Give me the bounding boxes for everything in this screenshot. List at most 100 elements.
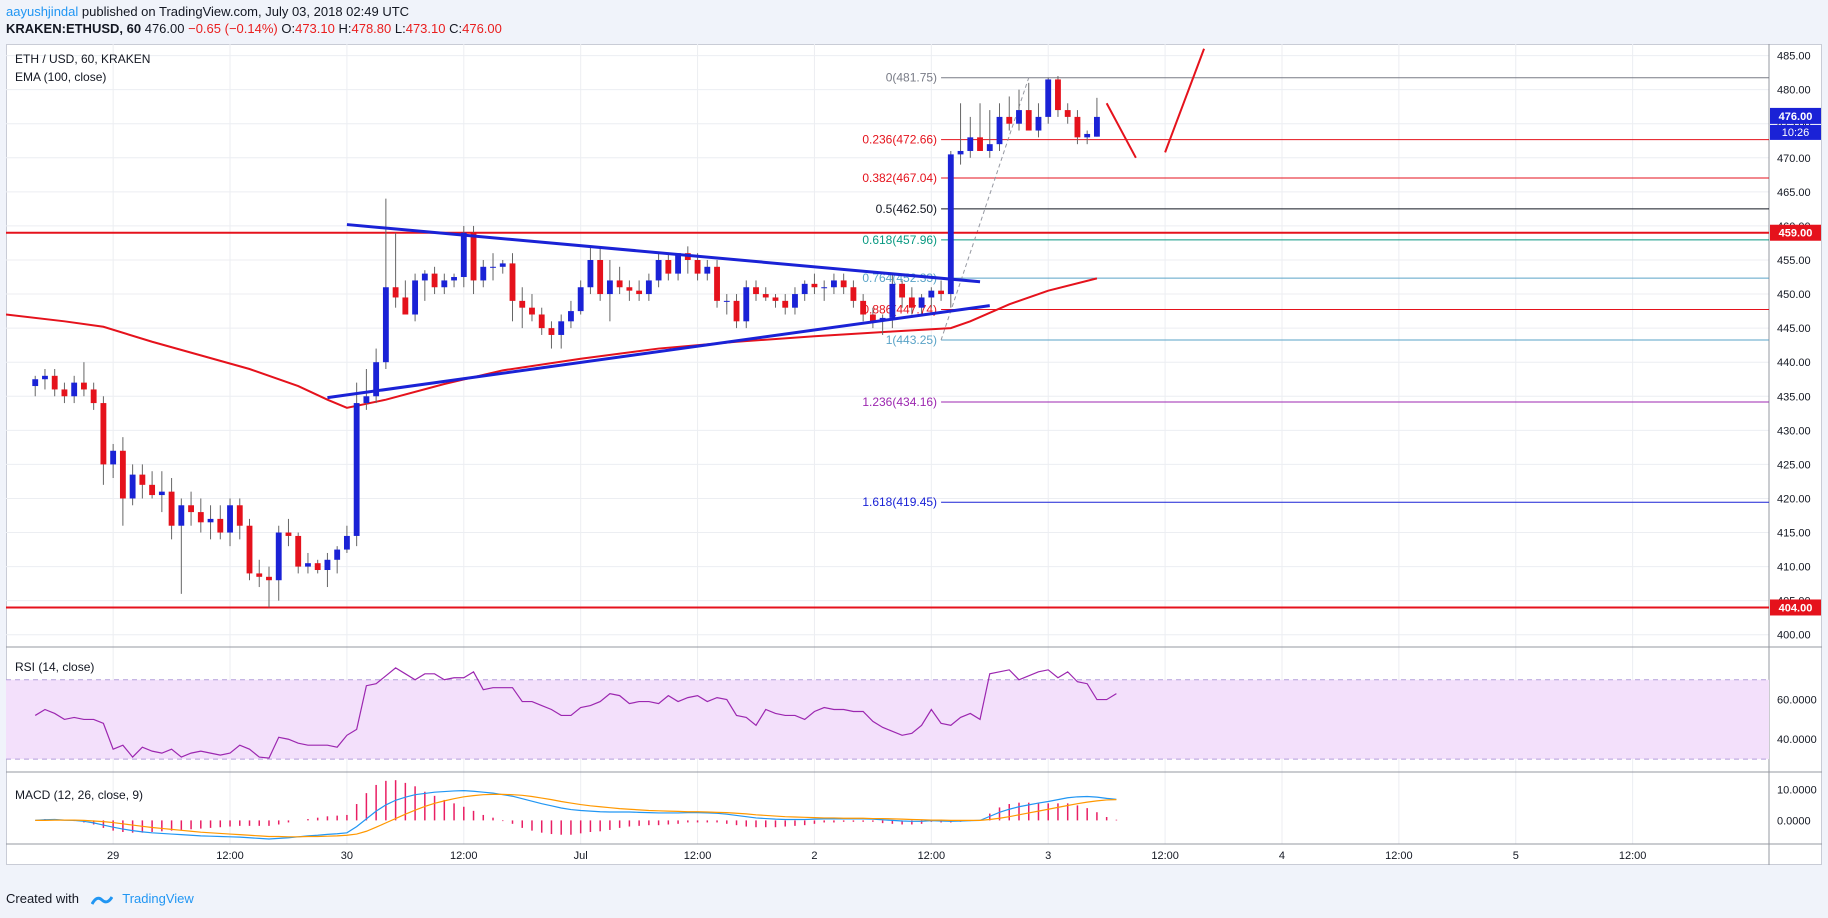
candle-body [1084,133,1091,138]
candle-body [441,280,448,288]
candle-body [577,287,584,312]
level-price-badge [1770,224,1821,241]
candle-body [285,532,292,536]
candle-body [1093,116,1100,137]
candle-body [753,287,759,295]
fib-level-label: 1(443.25) [886,333,937,347]
interval: 60 [126,21,142,36]
trendline [346,223,981,284]
candle-body [266,576,272,581]
projection-line [1105,102,1137,159]
candle-body [51,375,58,390]
time-tick-label: 29 [107,850,119,862]
level-price-label: 404.00 [1779,602,1813,614]
price-tick-label: 455.00 [1777,255,1811,267]
chart-svg[interactable]: 485.00480.00475.00470.00465.00460.00455.… [6,44,1822,865]
candle-body [129,474,136,499]
candle-body [762,294,769,298]
price-tick-label: 425.00 [1777,459,1811,471]
candle-body [509,263,516,301]
candle-body [538,314,545,329]
candle-body [733,300,740,322]
candle-body [947,154,954,295]
candle-body [217,518,224,533]
candle-body [363,396,370,404]
candle-body [421,273,428,281]
candle-body [256,573,263,577]
candle-body [568,311,574,322]
candle-body [207,518,214,523]
candle-body [626,287,633,291]
candle-body [1016,110,1022,124]
candle-body [529,307,535,315]
macd-tick-label: 10.0000 [1777,784,1817,796]
price-tick-label: 485.00 [1777,51,1811,63]
fib-level-label: 0.236(472.66) [862,133,937,147]
fib-level-label: 0.382(467.04) [862,171,937,185]
time-tick-label: 4 [1279,850,1285,862]
candle-body [139,474,146,485]
time-tick-label: 12:00 [216,850,244,862]
candle-body [412,280,419,315]
price-tick-label: 450.00 [1777,289,1811,301]
candle-body [723,300,730,302]
macd-signal-line [35,793,1117,838]
candle-body [1074,116,1081,138]
candle-body [149,484,156,496]
candle-body [197,512,204,523]
price-tick-label: 445.00 [1777,323,1811,335]
tradingview-logo-icon [90,895,113,905]
time-tick-label: 30 [341,850,353,862]
candle-body [597,259,604,295]
candle-body [850,287,857,301]
candle-body [188,505,194,513]
candle-body [246,525,253,574]
last-price-badge [1770,107,1821,124]
candle-body [382,287,389,363]
candle-body [71,382,78,397]
candle-body [714,266,720,301]
candle-body [772,297,779,301]
candle-body [801,283,808,295]
candle-body [899,283,906,298]
fib-level-label: 0.764(452.33) [862,271,937,285]
time-tick-label: Jul [574,850,588,862]
price-tick-label: 430.00 [1777,425,1811,437]
candle-body [977,137,983,151]
candle-body [840,280,847,288]
candle-body [100,403,107,465]
candle-body [860,300,867,315]
tradingview-link[interactable]: TradingView [122,891,194,906]
candle-body [178,505,185,526]
candle-body [606,280,613,295]
candle-body [158,491,165,496]
candle-body [918,297,925,308]
chart-header: aayushjindal published on TradingView.co… [6,4,502,36]
candle-body [821,287,828,289]
footer: Created with TradingView [6,891,194,906]
price-tick-label: 415.00 [1777,528,1811,540]
price-tick-label: 480.00 [1777,85,1811,97]
candle-body [1064,110,1071,117]
candle-body [675,253,682,274]
author-link[interactable]: aayushjindal [6,4,79,19]
candle-body [792,294,798,308]
fib-level-label: 0.5(462.50) [876,202,937,216]
price-tick-label: 410.00 [1777,562,1811,574]
time-tick-label: 12:00 [1151,850,1179,862]
candle-body [704,266,711,274]
time-tick-label: 2 [811,850,817,862]
level-price-label: 459.00 [1779,228,1813,240]
fib-level-label: 1.618(419.45) [862,495,937,509]
candle-body [869,314,876,322]
candle-body [451,277,457,281]
candle-body [908,297,915,308]
candle-body [90,389,97,404]
time-tick-label: 5 [1513,850,1519,862]
price-tick-label: 400.00 [1777,630,1811,642]
candle-body [353,403,360,536]
candle-body [480,266,487,281]
rsi-line [34,667,1117,759]
rsi-legend: RSI (14, close) [15,660,95,674]
candle-body [636,290,643,295]
